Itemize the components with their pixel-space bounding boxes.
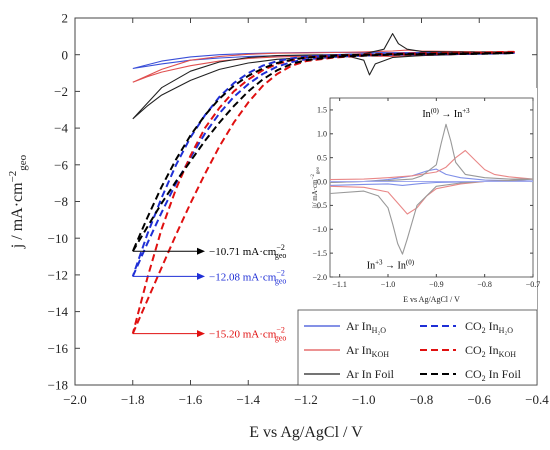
- annotation-arrow-head: [197, 247, 205, 255]
- inset-x-tick-label: −1.0: [381, 280, 396, 289]
- main-y-axis-label: j / mA·cm−2geo: [7, 154, 29, 249]
- annotation-2: −12.08 mA·cm−2 geo: [132, 268, 286, 285]
- main-y-tick-label: −16: [48, 341, 69, 356]
- inset-annotation-1: In(0) → In+3: [422, 107, 470, 120]
- main-x-tick-label: −1.2: [294, 392, 318, 407]
- inset-x-tick-label: −1.1: [332, 280, 347, 289]
- main-y-tick-label: −18: [48, 378, 68, 393]
- inset-y-tick-label: −1.0: [312, 225, 327, 234]
- main-x-tick-label: −0.4: [525, 392, 549, 407]
- main-x-tick-label: −0.6: [467, 392, 491, 407]
- main-y-tick-label: −4: [54, 121, 68, 136]
- main-x-axis-label: E vs Ag/AgCl / V: [249, 424, 363, 441]
- legend-label-6: CO2 In Foil: [465, 367, 522, 383]
- legend-label-1: Ar InH₂O: [346, 319, 386, 335]
- main-y-tick-label: −12: [48, 267, 68, 282]
- annotation-arrow-head: [197, 330, 205, 338]
- main-y-tick-label: 2: [62, 11, 69, 26]
- main-x-tick-label: −1.6: [179, 392, 203, 407]
- main-y-tick-label: −8: [54, 194, 68, 209]
- series-ar-in-foil: [330, 123, 533, 255]
- main-x-tick-label: −2.0: [63, 392, 87, 407]
- inset-y-tick-label: 0.5: [317, 153, 327, 162]
- inset-x-axis-label: E vs Ag/AgCl / V: [403, 295, 460, 304]
- main-series-group: [131, 33, 515, 334]
- series-co2-in-koh: [131, 50, 515, 334]
- legend: Ar InH₂O CO2 InH₂O Ar InKOH CO2 InKOH Ar In …: [297, 309, 538, 386]
- inset-plot: −1.1 −1.0 −0.9 −0.8 −0.7 1.5 1.0 0.5 0.0 −0.5 −1.0…: [310, 88, 540, 314]
- annotation-arrow-head: [197, 272, 205, 280]
- main-y-tick-label: 0: [62, 47, 69, 62]
- inset-x-tick-label: −0.9: [429, 280, 444, 289]
- inset-y-tick-label: −2.0: [312, 273, 327, 282]
- main-y-tick-label: −6: [54, 157, 68, 172]
- main-y-tick-label: −14: [48, 304, 69, 319]
- inset-y-axis-label: j / mA·cm−2geo: [311, 166, 321, 209]
- legend-box: [297, 309, 538, 386]
- series-ar-in-koh: [330, 149, 533, 215]
- inset-annotation-2: In+3 → In(0): [367, 258, 415, 271]
- annotation-label: −15.20 mA·cm−2 geo: [209, 326, 286, 343]
- inset-x-tick-label: −0.8: [477, 280, 492, 289]
- main-x-tick-label: −1.4: [236, 392, 260, 407]
- annotation-label: −12.08 mA·cm−2 geo: [209, 268, 286, 285]
- inset-y-tick-label: −1.5: [312, 249, 327, 258]
- main-x-tick-label: −1.8: [121, 392, 145, 407]
- annotation-label: −10.71 mA·cm−2 geo: [209, 243, 286, 260]
- inset-y-tick-label: 1.5: [317, 106, 327, 115]
- main-x-tick-label: −0.8: [410, 392, 434, 407]
- inset-series-group: [330, 123, 533, 255]
- series-ar-in-h2o: [330, 168, 533, 186]
- legend-label-2: CO2 InH₂O: [465, 319, 513, 335]
- main-x-tick-label: −1.0: [352, 392, 376, 407]
- legend-label-4: CO2 InKOH: [465, 343, 516, 359]
- inset-y-tick-label: 1.0: [317, 130, 327, 139]
- legend-label-3: Ar InKOH: [346, 343, 389, 359]
- main-y-tick-label: −2: [54, 84, 68, 99]
- annotation-1: −10.71 mA·cm−2 geo: [132, 243, 286, 260]
- inset-x-tick-label: −0.7: [526, 280, 541, 289]
- legend-label-5: Ar In Foil: [346, 367, 395, 381]
- inset-y-tick-label: −0.5: [312, 201, 327, 210]
- series-co2-in-foil: [131, 51, 515, 252]
- inset-y-tick-label: 0.0: [317, 177, 327, 186]
- main-y-tick-label: −10: [48, 231, 68, 246]
- annotation-3: −15.20 mA·cm−2 geo: [132, 326, 286, 343]
